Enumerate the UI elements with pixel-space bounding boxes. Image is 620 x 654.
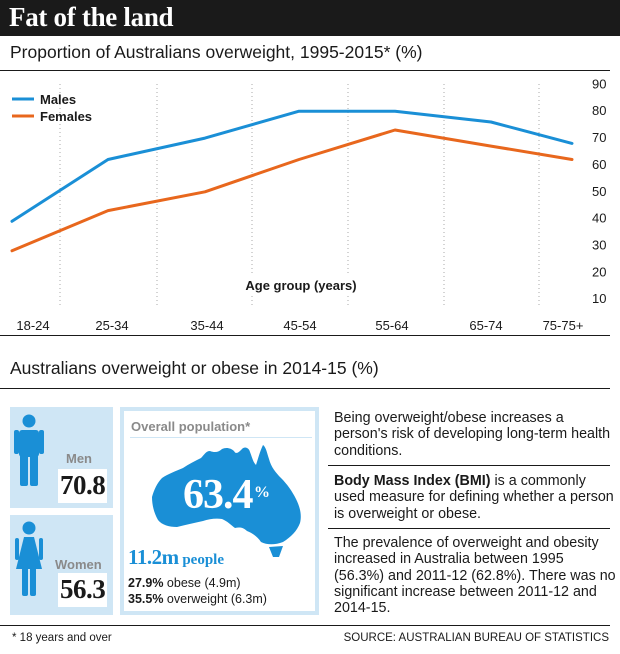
legend-label-males: Males (40, 92, 76, 107)
x-axis-title-bg (238, 274, 364, 296)
women-value: 56.3 (60, 574, 106, 604)
footer-divider (0, 625, 610, 626)
series-line-females (10, 128, 574, 253)
x-tick-45-54: 45-54 (283, 318, 316, 333)
y-tick-30: 30 (592, 237, 606, 252)
x-tick-65-74: 65-74 (469, 318, 502, 333)
people-count-unit: people (178, 552, 225, 568)
female-person-icon (15, 521, 43, 596)
note-bmi-rest: is a commonly used measure for defining … (334, 473, 614, 522)
y-tick-90: 90 (592, 76, 606, 91)
men-value: 70.8 (60, 470, 106, 500)
obese-text: obese (4.9m) (163, 576, 241, 590)
obese-percent: 27.9% (128, 576, 164, 590)
x-tick-25-34: 25-34 (95, 318, 128, 333)
legend-label-females: Females (40, 109, 92, 124)
note-bmi: Body Mass Index (BMI) is a commonly used… (334, 473, 616, 522)
overweight-stat: 35.5% overweight (6.3m) (128, 592, 267, 606)
overall-people: 11.2m people (128, 545, 224, 570)
series-line-males (10, 109, 574, 223)
y-tick-40: 40 (592, 211, 606, 226)
chart-title-divider (0, 70, 610, 71)
page-title: Fat of the land (9, 2, 174, 32)
people-count-value: 11.2m (128, 545, 179, 569)
chart-title: Proportion of Australians overweight, 19… (10, 42, 423, 62)
source-credit: SOURCE: AUSTRALIAN BUREAU OF STATISTICS (343, 632, 609, 644)
y-tick-20: 20 (592, 264, 606, 279)
obese-stat: 27.9% obese (4.9m) (128, 576, 241, 590)
men-label: Men (66, 451, 92, 466)
x-tick-55-64: 55-64 (375, 318, 408, 333)
overall-percent: 63.4 (183, 472, 253, 518)
note-prevalence: The prevalence of overweight and obesity… (334, 535, 616, 617)
x-tick-75-75+: 75-75+ (543, 318, 584, 333)
y-tick-10: 10 (592, 291, 606, 306)
line-chart: 10 20 30 40 50 60 70 80 90 18-24 25-34 35-44 45-54 55… (10, 76, 606, 333)
women-label: Women (55, 557, 102, 572)
footnote: * 18 years and over (12, 632, 112, 644)
note-divider-2 (328, 528, 610, 529)
women-value-card (58, 573, 107, 607)
note-risk: Being overweight/obese increases a perso… (334, 410, 611, 459)
y-tick-60: 60 (592, 157, 606, 172)
overall-percent-sign: % (254, 484, 270, 501)
x-tick-35-44: 35-44 (190, 318, 223, 333)
chart-bottom-divider (0, 335, 610, 336)
men-value-card (58, 469, 107, 503)
x-axis-title: Age group (years) (245, 278, 356, 293)
male-person-icon (14, 414, 44, 486)
overall-population-label: Overall population* (131, 419, 251, 434)
stats-title-divider (0, 388, 610, 389)
header-banner: Fat of the land (0, 0, 620, 36)
stats-section-title: Australians overweight or obese in 2014-… (10, 358, 379, 378)
note-divider-1 (328, 465, 610, 466)
y-tick-50: 50 (592, 184, 606, 199)
overweight-percent: 35.5% (128, 592, 164, 606)
note-bmi-bold: Body Mass Index (BMI) (334, 473, 491, 489)
y-tick-70: 70 (592, 130, 606, 145)
y-tick-80: 80 (592, 103, 606, 118)
australia-map-icon (152, 445, 301, 557)
overall-label-divider (130, 437, 312, 438)
overweight-text: overweight (6.3m) (163, 592, 267, 606)
x-tick-18-24: 18-24 (16, 318, 49, 333)
